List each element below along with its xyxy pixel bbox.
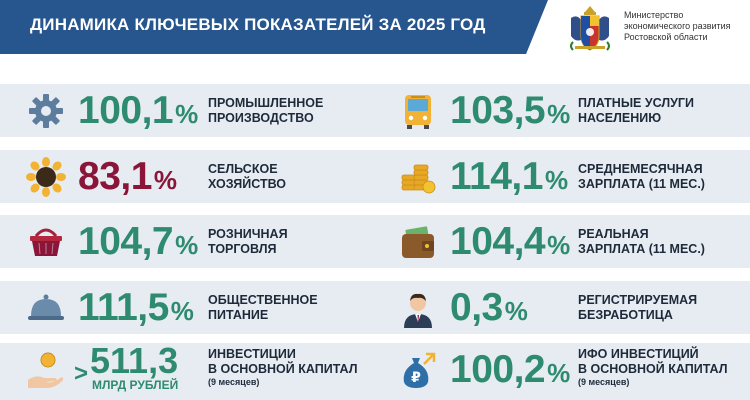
ruble-bag-icon: ₽ [398,350,438,390]
indicator-label: ОБЩЕСТВЕННОЕ ПИТАНИЕ [208,293,318,322]
person-icon [398,288,438,328]
cloche-icon [26,288,66,328]
indicator-value: 0,3% [450,286,528,329]
indicator-row [0,343,750,400]
sunflower-icon [26,157,66,197]
indicator-value: 83,1% [78,155,177,198]
wallet-icon [398,222,438,262]
indicator-label: СЕЛЬСКОЕ ХОЗЯЙСТВО [208,162,287,191]
indicator-label: ПРОМЫШЛЕННОЕ ПРОИЗВОДСТВО [208,96,324,125]
indicator-value: 104,7% [78,220,198,263]
bus-icon [398,91,438,131]
hand-coin-icon [26,350,66,390]
gear-icon [26,91,66,131]
indicator-note: (9 месяцев) [208,377,260,387]
indicator-value: 511,3 [90,340,179,381]
svg-text:₽: ₽ [411,370,421,386]
coins-icon [398,157,438,197]
ministry-line-1: Министерство [624,10,684,20]
indicator-note: (9 месяцев) [578,377,630,387]
indicator-row [0,215,750,268]
ministry-line-3: Ростовской области [624,32,708,42]
indicator-value: 100,1% [78,89,198,132]
indicator-value: 114,1% [450,155,568,198]
indicator-label: ИНВЕСТИЦИИ В ОСНОВНОЙ КАПИТАЛ (9 месяцев) [208,347,358,387]
ministry-line-2: экономического развития [624,21,731,31]
indicator-row [0,84,750,137]
indicator-label: РЕГИСТРИРУЕМАЯ БЕЗРАБОТИЦА [578,293,698,322]
indicator-row [0,150,750,203]
investment-prefix: > [74,360,89,387]
indicator-label: РОЗНИЧНАЯ ТОРГОВЛЯ [208,227,288,256]
indicator-label: РЕАЛЬНАЯ ЗАРПЛАТА (11 МЕС.) [578,227,705,256]
page-title: ДИНАМИКА КЛЮЧЕВЫХ ПОКАЗАТЕЛЕЙ ЗА 2025 ГО… [30,15,486,34]
indicator-label: ИФО ИНВЕСТИЦИЙ В ОСНОВНОЙ КАПИТАЛ (9 месяц… [578,347,728,387]
ministry-name: Министерство экономического развития Рос… [624,10,731,43]
indicator-value: 103,5% [450,89,570,132]
indicator-label: ПЛАТНЫЕ УСЛУГИ НАСЕЛЕНИЮ [578,96,694,125]
indicator-value: 100,2% [450,348,570,391]
coat-of-arms-icon [565,2,615,54]
indicator-unit: МЛРД РУБЛЕЙ [92,378,179,392]
indicator-value: 104,4% [450,220,570,263]
indicator-row [0,281,750,334]
indicator-label: СРЕДНЕМЕСЯЧНАЯ ЗАРПЛАТА (11 МЕС.) [578,162,705,191]
indicator-value: 111,5% [78,286,194,329]
header-banner [0,0,548,54]
basket-icon [26,222,66,262]
